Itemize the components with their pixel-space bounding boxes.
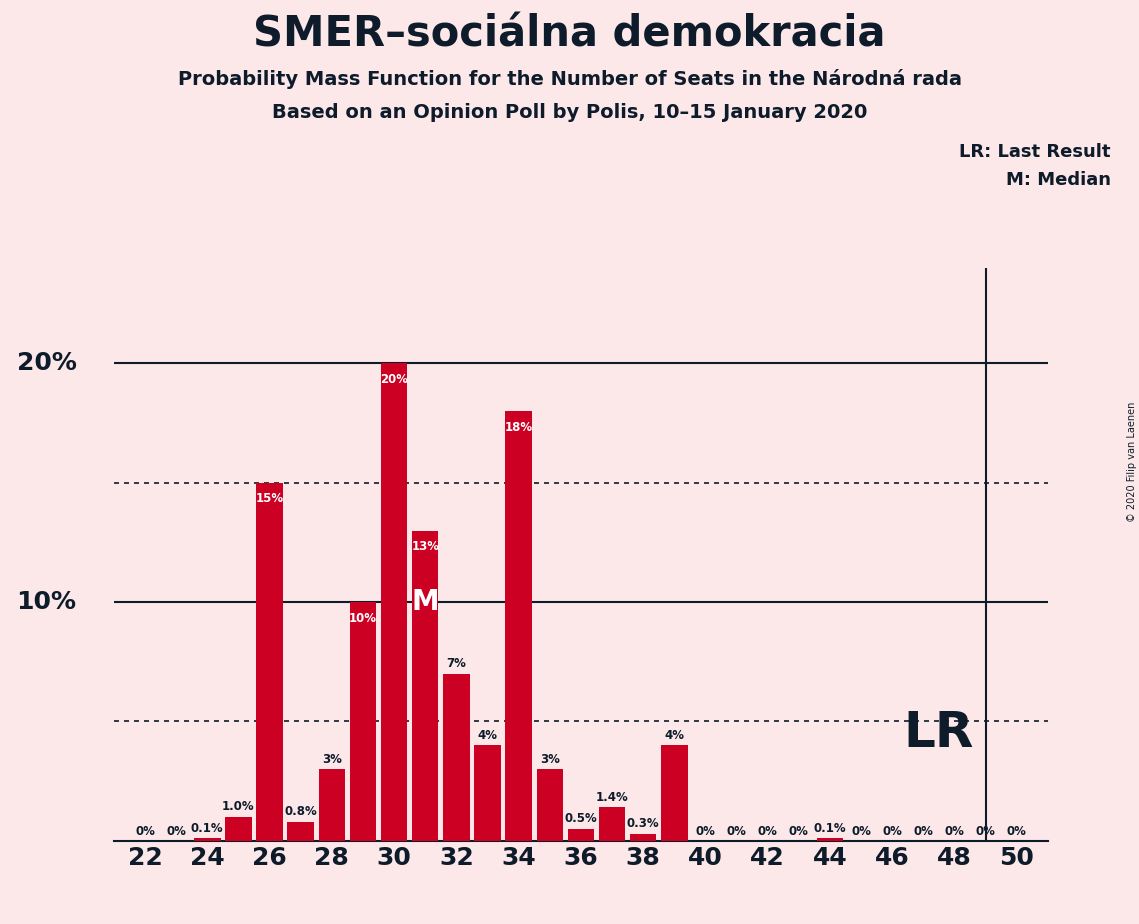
Text: 0%: 0% (883, 825, 902, 838)
Text: 4%: 4% (664, 729, 685, 742)
Bar (350, 602, 376, 841)
Bar (226, 817, 252, 841)
Text: 1.4%: 1.4% (596, 791, 629, 804)
Text: 10%: 10% (17, 590, 76, 614)
Text: 0.1%: 0.1% (813, 821, 846, 835)
Bar (599, 808, 625, 841)
Bar (536, 769, 563, 841)
Text: 13%: 13% (411, 540, 440, 553)
Text: 0%: 0% (976, 825, 995, 838)
Text: LR: LR (903, 710, 974, 758)
Text: 15%: 15% (255, 492, 284, 505)
Text: 0%: 0% (944, 825, 965, 838)
Bar (412, 530, 439, 841)
Text: LR: Last Result: LR: Last Result (959, 143, 1111, 161)
Bar (630, 833, 656, 841)
Text: 0%: 0% (789, 825, 809, 838)
Text: 4%: 4% (477, 729, 498, 742)
Bar (194, 838, 221, 841)
Text: Based on an Opinion Poll by Polis, 10–15 January 2020: Based on an Opinion Poll by Polis, 10–15… (272, 103, 867, 123)
Text: 0%: 0% (166, 825, 186, 838)
Text: 0%: 0% (727, 825, 746, 838)
Bar (474, 746, 501, 841)
Bar (567, 829, 595, 841)
Text: 10%: 10% (349, 612, 377, 625)
Bar (319, 769, 345, 841)
Text: M: Median: M: Median (1006, 171, 1111, 188)
Text: 0.1%: 0.1% (191, 821, 223, 835)
Text: 0.8%: 0.8% (285, 805, 317, 818)
Text: M: M (411, 589, 439, 616)
Bar (817, 838, 843, 841)
Text: 0.3%: 0.3% (626, 817, 659, 830)
Text: 3%: 3% (322, 753, 342, 766)
Text: 0%: 0% (136, 825, 155, 838)
Text: 0.5%: 0.5% (565, 812, 597, 825)
Bar (506, 411, 532, 841)
Text: 7%: 7% (446, 657, 466, 670)
Text: 1.0%: 1.0% (222, 800, 255, 813)
Bar (287, 821, 314, 841)
Text: © 2020 Filip van Laenen: © 2020 Filip van Laenen (1126, 402, 1137, 522)
Bar (443, 674, 469, 841)
Text: 0%: 0% (757, 825, 778, 838)
Text: Probability Mass Function for the Number of Seats in the Národná rada: Probability Mass Function for the Number… (178, 69, 961, 90)
Bar (380, 363, 408, 841)
Text: 0%: 0% (1007, 825, 1026, 838)
Text: 20%: 20% (17, 351, 76, 375)
Text: 20%: 20% (380, 373, 408, 386)
Bar (661, 746, 688, 841)
Text: 0%: 0% (851, 825, 871, 838)
Text: 0%: 0% (913, 825, 933, 838)
Text: 0%: 0% (696, 825, 715, 838)
Text: SMER–sociálna demokracia: SMER–sociálna demokracia (253, 14, 886, 55)
Text: 18%: 18% (505, 420, 533, 433)
Text: 3%: 3% (540, 753, 559, 766)
Bar (256, 483, 282, 841)
